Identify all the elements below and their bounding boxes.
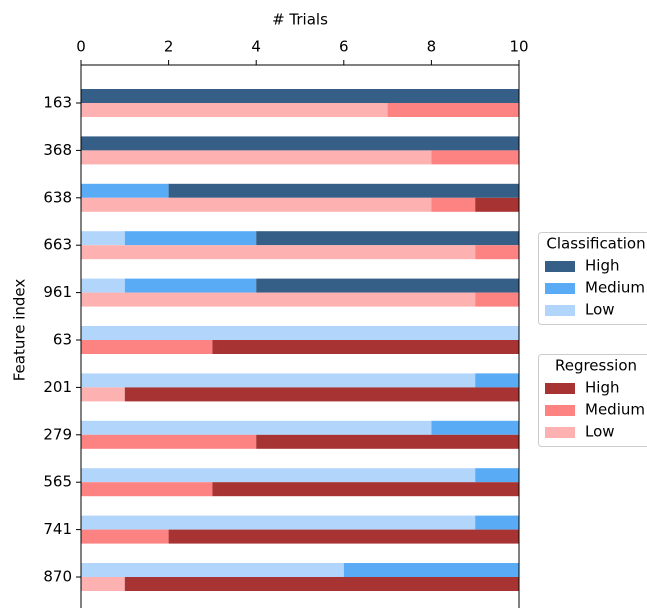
x-tick-label: 10 bbox=[509, 38, 528, 56]
y-tick-label: 565 bbox=[43, 473, 72, 491]
legend-swatch bbox=[545, 305, 575, 316]
bar-segment bbox=[431, 420, 519, 435]
bar-segment bbox=[81, 529, 169, 544]
legend-label: Low bbox=[585, 423, 615, 441]
chart-title: # Trials bbox=[272, 11, 328, 29]
bar-segment bbox=[81, 387, 125, 402]
x-tick-label: 4 bbox=[251, 38, 261, 56]
legend-title: Regression bbox=[555, 357, 637, 375]
bar-segment bbox=[81, 245, 476, 260]
legend-label: High bbox=[585, 379, 619, 397]
bar-segment bbox=[475, 292, 519, 307]
bar-segment bbox=[81, 434, 257, 449]
bar-segment bbox=[475, 245, 519, 260]
bar-segment bbox=[124, 278, 257, 293]
y-axis-label: Feature index bbox=[11, 279, 29, 382]
y-tick-label: 663 bbox=[43, 236, 72, 254]
bar-segment bbox=[81, 150, 432, 165]
bar-segment bbox=[124, 387, 520, 402]
bar-segment bbox=[81, 89, 519, 103]
legend-label: Medium bbox=[585, 401, 645, 419]
bar-segment bbox=[81, 103, 388, 117]
y-tick-label: 163 bbox=[43, 94, 72, 112]
bar-segment bbox=[124, 577, 520, 591]
legend-swatch bbox=[545, 427, 575, 438]
legend-label: Low bbox=[585, 301, 615, 319]
bar-segment bbox=[81, 577, 125, 591]
legend-label: High bbox=[585, 257, 619, 275]
y-tick-label: 368 bbox=[43, 141, 72, 159]
legend-box bbox=[538, 354, 647, 447]
bar-segment bbox=[81, 183, 169, 198]
x-tick-label: 2 bbox=[164, 38, 174, 56]
bar-segment bbox=[168, 529, 519, 544]
bar-segment bbox=[475, 373, 519, 388]
y-tick-label: 279 bbox=[43, 425, 72, 443]
bar-segment bbox=[81, 482, 213, 497]
bar-segment bbox=[431, 197, 476, 212]
legend-swatch bbox=[545, 405, 575, 416]
x-tick-label: 0 bbox=[76, 38, 86, 56]
bar-segment bbox=[212, 482, 519, 497]
bar-segment bbox=[81, 340, 213, 354]
bar-segment bbox=[256, 231, 519, 246]
x-tick-label: 8 bbox=[427, 38, 437, 56]
bar-segment bbox=[387, 103, 519, 117]
bar-segment bbox=[256, 278, 519, 293]
bar-segment bbox=[81, 326, 519, 340]
bar-segment bbox=[81, 420, 432, 435]
y-tick-label: 741 bbox=[43, 520, 72, 538]
bar-segment bbox=[168, 183, 519, 198]
legend-swatch bbox=[545, 383, 575, 394]
bar-segment bbox=[81, 197, 432, 212]
y-tick-label: 63 bbox=[53, 331, 72, 349]
y-tick-label: 201 bbox=[43, 378, 72, 396]
y-tick-label: 961 bbox=[43, 283, 72, 301]
x-tick-label: 6 bbox=[339, 38, 349, 56]
bar-segment bbox=[81, 515, 476, 530]
bar-segment bbox=[256, 434, 519, 449]
bar-segment bbox=[81, 563, 344, 577]
legend-box bbox=[538, 232, 647, 325]
bar-segment bbox=[124, 231, 257, 246]
bar-segment bbox=[475, 515, 519, 530]
bar-segment bbox=[81, 292, 476, 307]
legend-swatch bbox=[545, 261, 575, 272]
legend-title: Classification bbox=[546, 235, 645, 253]
bar-segment bbox=[431, 150, 519, 165]
bar-segment bbox=[475, 197, 519, 212]
bar-segment bbox=[81, 373, 476, 388]
y-tick-label: 638 bbox=[43, 188, 72, 206]
bar-segment bbox=[212, 340, 519, 354]
bar-segment bbox=[81, 136, 519, 151]
bar-segment bbox=[81, 231, 125, 246]
legend-swatch bbox=[545, 283, 575, 294]
bar-segment bbox=[475, 468, 519, 483]
bar-segment bbox=[81, 278, 125, 293]
y-tick-label: 870 bbox=[43, 568, 72, 586]
bar-segment bbox=[343, 563, 519, 577]
bar-segment bbox=[81, 468, 476, 483]
legend-label: Medium bbox=[585, 279, 645, 297]
